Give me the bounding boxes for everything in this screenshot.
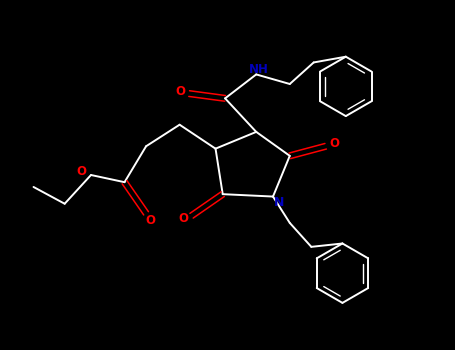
Text: O: O (146, 214, 156, 227)
Text: N: N (273, 196, 284, 209)
Text: O: O (76, 164, 86, 178)
Text: NH: NH (249, 63, 268, 76)
Text: O: O (329, 137, 339, 150)
Text: O: O (178, 212, 188, 225)
Text: O: O (176, 85, 186, 98)
